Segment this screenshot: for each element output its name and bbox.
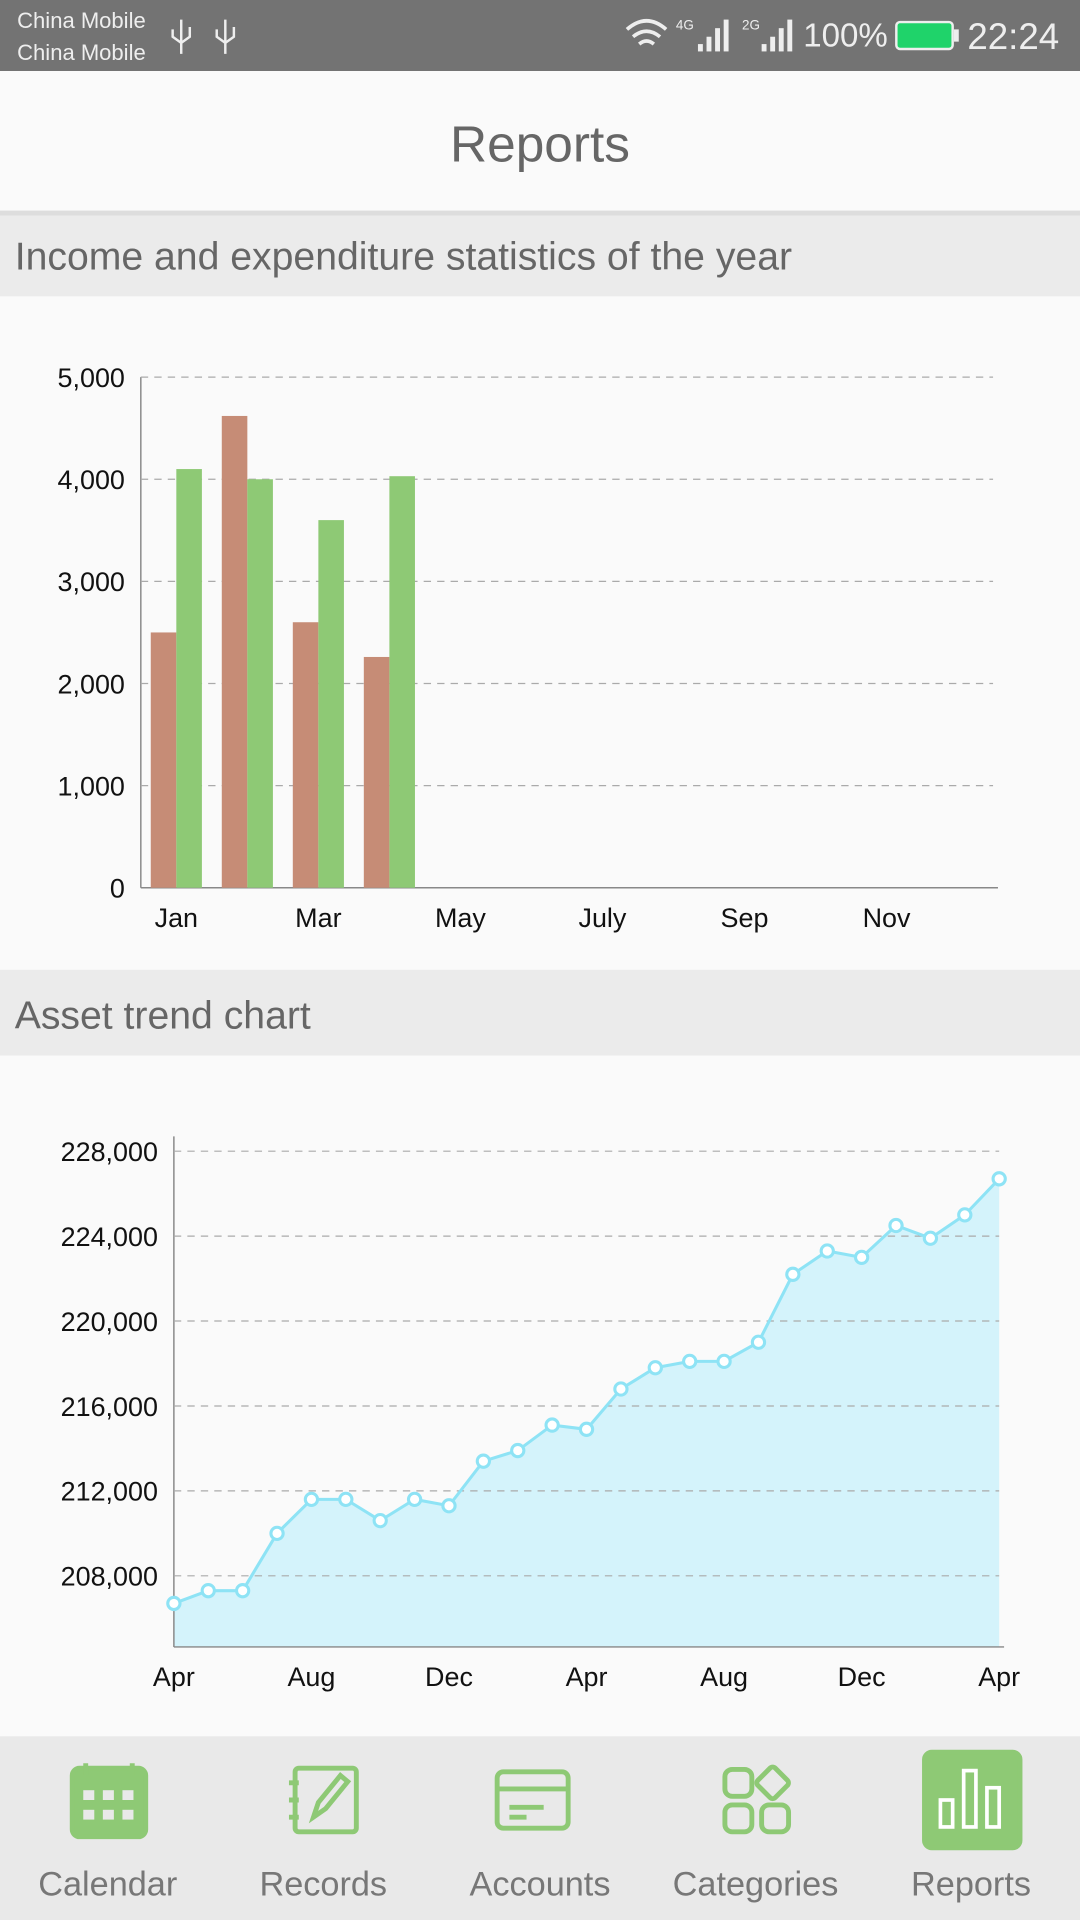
point xyxy=(200,1583,216,1599)
point xyxy=(957,1207,973,1223)
point xyxy=(716,1353,732,1370)
point xyxy=(269,1525,285,1542)
battery-tip xyxy=(953,29,959,42)
accounts-icon[interactable] xyxy=(494,1769,571,1831)
y-tick-label: 2,000 xyxy=(58,669,125,699)
network: 4G xyxy=(676,17,694,32)
carrier: China Mobile xyxy=(17,8,146,33)
y-tick-label: 216,000 xyxy=(61,1392,158,1422)
point xyxy=(750,1334,767,1350)
x-tick-label: Jan xyxy=(155,903,198,933)
y-tick-label: 208,000 xyxy=(61,1562,158,1592)
point xyxy=(888,1217,904,1234)
x-tick-label: Apr xyxy=(153,1662,195,1692)
point xyxy=(682,1353,698,1370)
wifi-icon xyxy=(625,18,668,46)
x-tick-label: July xyxy=(579,903,627,933)
x-tick-label: Dec xyxy=(838,1662,886,1692)
bar xyxy=(221,415,248,888)
point xyxy=(166,1595,182,1612)
bar xyxy=(389,476,415,888)
y-tick-label: 0 xyxy=(110,874,125,904)
point xyxy=(922,1230,939,1246)
clock: 22:24 xyxy=(967,16,1059,57)
y-tick-label: 4,000 xyxy=(58,465,125,495)
point xyxy=(613,1381,629,1397)
point xyxy=(991,1171,1007,1187)
point xyxy=(853,1249,870,1265)
x-tick-label: Aug xyxy=(287,1662,335,1692)
nav-label[interactable]: Accounts xyxy=(470,1866,611,1904)
y-tick-label: 224,000 xyxy=(61,1222,158,1252)
nav-label[interactable]: Categories xyxy=(673,1866,839,1904)
bar xyxy=(247,479,273,888)
y-tick-label: 220,000 xyxy=(61,1307,158,1337)
point xyxy=(785,1266,801,1282)
point xyxy=(235,1583,251,1599)
section-header xyxy=(0,215,1080,297)
y-tick-label: 228,000 xyxy=(61,1137,158,1167)
signal-icon xyxy=(761,19,793,52)
carrier: China Mobile xyxy=(17,40,146,65)
bar xyxy=(292,622,319,888)
point xyxy=(578,1421,595,1437)
point xyxy=(303,1491,320,1508)
reports-icon[interactable] xyxy=(922,1749,1023,1851)
section-title: Asset trend chart xyxy=(15,995,311,1038)
x-tick-label: Aug xyxy=(700,1662,748,1692)
bar xyxy=(150,632,177,888)
header xyxy=(0,71,1080,211)
bar xyxy=(176,469,202,888)
point xyxy=(510,1442,526,1459)
nav-labels: Calendar Records Accounts Categories Reports xyxy=(38,1866,1031,1904)
nav-label[interactable]: Records xyxy=(259,1866,387,1904)
point xyxy=(338,1491,354,1508)
nav-label[interactable]: Calendar xyxy=(38,1866,177,1904)
point xyxy=(544,1417,560,1433)
point xyxy=(475,1453,492,1469)
calendar-icon[interactable] xyxy=(69,1763,149,1840)
categories-icon[interactable] xyxy=(722,1764,792,1835)
signal-icon xyxy=(697,19,729,52)
records-icon[interactable] xyxy=(288,1765,359,1835)
nav-icons xyxy=(69,1749,1023,1851)
page-title: Reports xyxy=(450,115,630,173)
usb-icons xyxy=(171,19,236,54)
section-header xyxy=(0,969,1080,1056)
bar xyxy=(318,520,344,888)
x-tick-label: Nov xyxy=(863,903,911,933)
y-tick-label: 5,000 xyxy=(58,363,125,393)
x-tick-label: Dec xyxy=(425,1662,473,1692)
x-tick-label: Mar xyxy=(295,903,341,933)
divider xyxy=(0,210,1080,216)
point xyxy=(647,1360,663,1376)
battery-icon xyxy=(895,20,954,51)
network: 2G xyxy=(742,17,760,32)
point xyxy=(372,1512,388,1529)
bar xyxy=(363,656,390,888)
y-tick-label: 212,000 xyxy=(61,1477,158,1507)
y-tick-label: 3,000 xyxy=(58,567,125,597)
point xyxy=(406,1491,423,1508)
x-tick-label: Apr xyxy=(566,1662,608,1692)
y-tick-label: 1,000 xyxy=(58,771,125,801)
x-tick-label: May xyxy=(435,903,486,933)
x-tick-label: Apr xyxy=(978,1662,1020,1692)
point xyxy=(819,1243,835,1259)
nav-label[interactable]: Reports xyxy=(911,1866,1031,1904)
x-tick-label: Sep xyxy=(721,903,769,933)
point xyxy=(441,1498,457,1514)
area xyxy=(173,1178,1000,1647)
battery-level: 100% xyxy=(803,18,888,55)
section-title: Income and expenditure statistics of the… xyxy=(15,235,792,278)
